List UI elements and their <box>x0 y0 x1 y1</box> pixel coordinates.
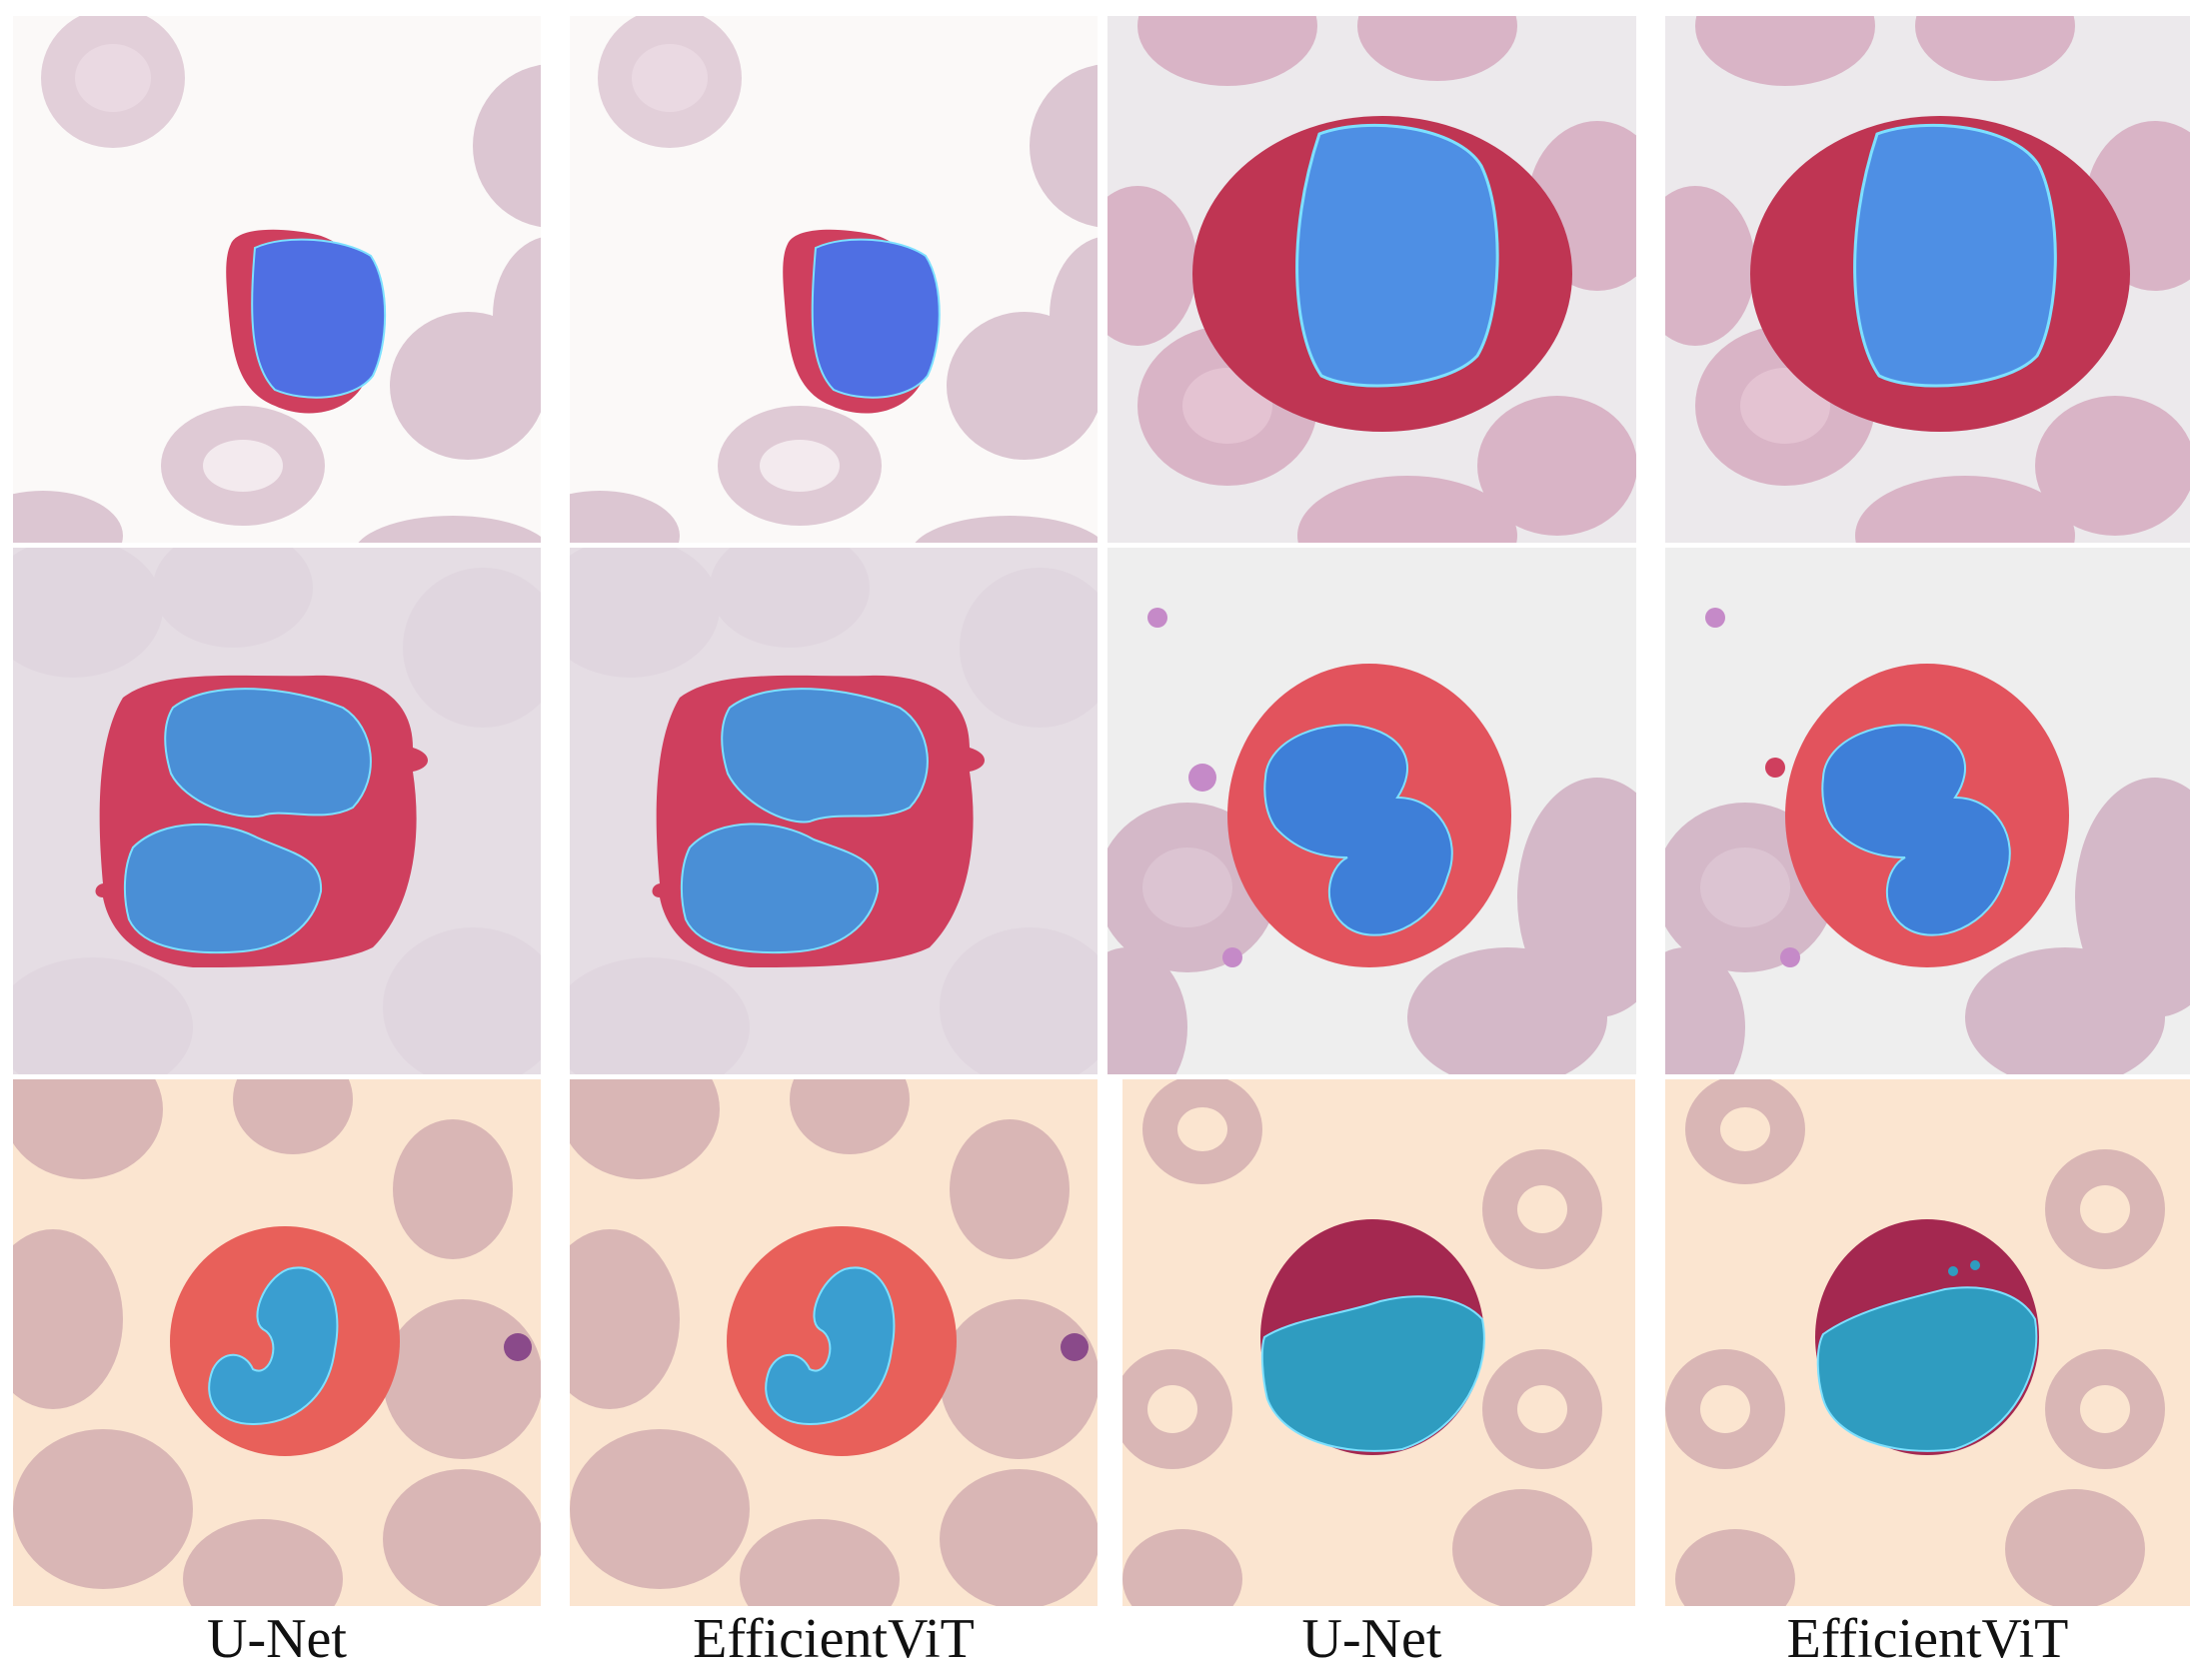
large-lymphocyte-efficientvit-image <box>1665 16 2190 543</box>
white-blood-cell <box>1260 1219 1485 1455</box>
segmentation-mask <box>1821 724 2011 936</box>
caption-efficientvit-right: EfficientViT <box>1786 1608 2069 1670</box>
neutrophil-efficientvit-image <box>1665 548 2190 1074</box>
panel-r2-c2 <box>570 548 1098 1074</box>
basophil-unet-image <box>1122 1079 1635 1606</box>
white-blood-cell <box>727 1226 957 1456</box>
large-lymphocyte-unet-image <box>1107 16 1636 543</box>
white-blood-cell <box>1750 116 2130 432</box>
neutrophil-unet-image <box>1107 548 1636 1074</box>
segmentation-mask <box>1295 123 1499 388</box>
segmentation-mask <box>1260 1295 1485 1452</box>
panel-r3-c1 <box>13 1079 541 1606</box>
panel-r3-c4 <box>1665 1079 2190 1606</box>
segmentation-mask <box>251 238 387 399</box>
white-blood-cell <box>170 1226 400 1456</box>
segmentation-mask <box>1853 123 2057 388</box>
panel-r1-c1 <box>13 16 541 543</box>
lymphocyte-unet-image <box>13 16 541 543</box>
lymphocyte-efficientvit-image <box>570 16 1098 543</box>
panel-r2-c3 <box>1107 548 1636 1074</box>
panel-r3-c3 <box>1122 1079 1635 1606</box>
panel-r2-c4 <box>1665 548 2190 1074</box>
segmentation-mask <box>123 823 323 954</box>
panel-r3-c2 <box>570 1079 1098 1606</box>
caption-unet-left: U-Net <box>207 1608 347 1670</box>
panel-r1-c2 <box>570 16 1098 543</box>
segmentation-mask <box>164 688 372 819</box>
white-blood-cell <box>1785 664 2069 967</box>
neutrophil-bilobed-unet-image <box>13 548 541 1074</box>
white-blood-cell <box>1192 116 1572 432</box>
segmentation-mask <box>208 1266 339 1426</box>
caption-efficientvit-left: EfficientViT <box>693 1608 975 1670</box>
basophil-efficientvit-image <box>1665 1079 2190 1606</box>
segmentation-mask <box>811 238 941 399</box>
white-blood-cell <box>95 675 428 967</box>
panel-r1-c4 <box>1665 16 2190 543</box>
segmentation-mask <box>680 823 880 954</box>
band-neutrophil-efficientvit-image <box>570 1079 1098 1606</box>
segmentation-mask <box>721 688 929 824</box>
white-blood-cell <box>652 675 985 967</box>
white-blood-cell <box>1815 1219 2039 1455</box>
panel-r1-c3 <box>1107 16 1636 543</box>
band-neutrophil-unet-image <box>13 1079 541 1606</box>
white-blood-cell <box>226 229 387 414</box>
white-blood-cell <box>783 229 941 414</box>
neutrophil-bilobed-efficientvit-image <box>570 548 1098 1074</box>
segmentation-mask <box>765 1266 896 1426</box>
panel-r2-c1 <box>13 548 541 1074</box>
white-blood-cell <box>1227 664 1511 967</box>
segmentation-mask <box>1816 1286 2038 1452</box>
segmentation-mask <box>1263 724 1453 936</box>
caption-unet-right: U-Net <box>1301 1608 1442 1670</box>
